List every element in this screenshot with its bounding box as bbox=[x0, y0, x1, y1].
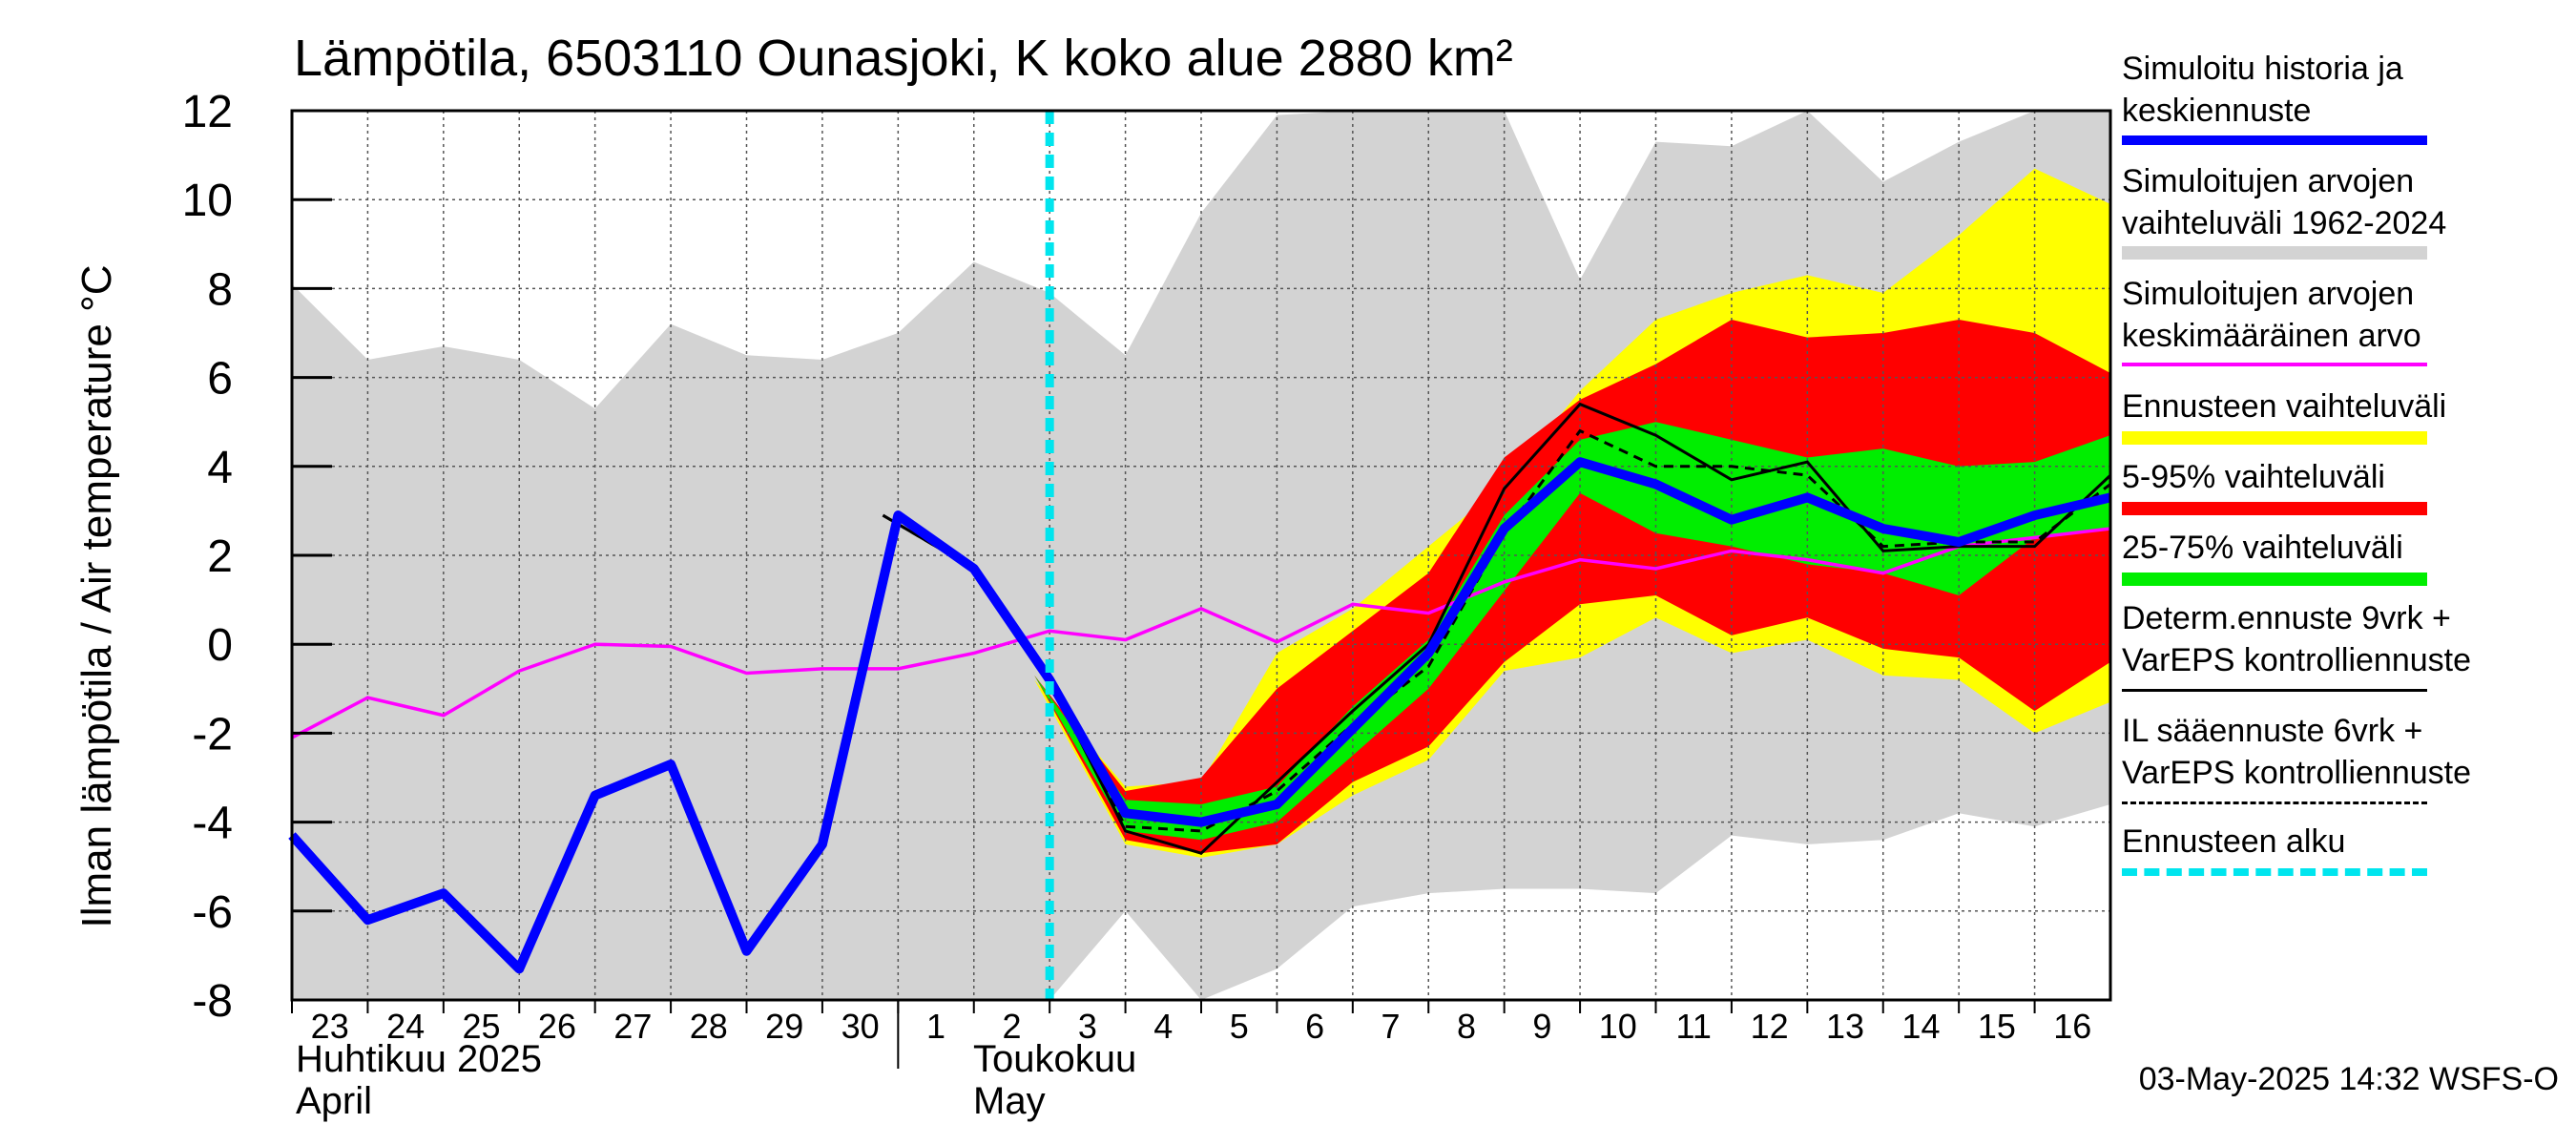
legend-label: vaihteluväli 1962-2024 bbox=[2122, 205, 2447, 241]
x-tick-label: 7 bbox=[1381, 1007, 1401, 1046]
x-tick-label: 14 bbox=[1901, 1007, 1940, 1046]
legend-label: Ennusteen vaihteluväli bbox=[2122, 388, 2447, 425]
y-tick-label: 12 bbox=[182, 87, 233, 137]
y-tick-label: -8 bbox=[192, 976, 233, 1027]
x-tick-label: 23 bbox=[311, 1007, 349, 1046]
legend-label: VarEPS kontrolliennuste bbox=[2122, 755, 2472, 791]
x-tick-label: 5 bbox=[1230, 1007, 1249, 1046]
x-tick-label: 3 bbox=[1078, 1007, 1097, 1046]
legend-item-5-95-range: 5-95% vaihteluväli bbox=[2122, 456, 2561, 515]
x-tick-label: 25 bbox=[463, 1007, 501, 1046]
legend-swatch bbox=[2122, 802, 2427, 804]
y-tick-label: -6 bbox=[192, 887, 233, 938]
x-tick-label: 30 bbox=[841, 1007, 880, 1046]
legend-item-deterministic-forecast: Determ.ennuste 9vrk + VarEPS kontrollien… bbox=[2122, 597, 2561, 692]
x-tick-label: 26 bbox=[538, 1007, 576, 1046]
percentile-5-95-band bbox=[1034, 320, 2110, 854]
chart-title: Lämpötila, 6503110 Ounasjoki, K koko alu… bbox=[294, 30, 1513, 87]
legend-label: IL sääennuste 6vrk + bbox=[2122, 713, 2423, 749]
y-tick-label: 2 bbox=[207, 531, 233, 582]
x-tick-label: 15 bbox=[1978, 1007, 2016, 1046]
legend-label: VarEPS kontrolliennuste bbox=[2122, 642, 2472, 678]
y-tick-label: 8 bbox=[207, 264, 233, 315]
x-tick-label: 13 bbox=[1826, 1007, 1864, 1046]
y-tick-label: 4 bbox=[207, 443, 233, 493]
y-tick-label: 10 bbox=[182, 176, 233, 226]
y-tick-label: -2 bbox=[192, 709, 233, 760]
x-tick-label: 8 bbox=[1457, 1007, 1476, 1046]
legend-label: Ennusteen alku bbox=[2122, 823, 2346, 860]
x-tick-label: 4 bbox=[1153, 1007, 1173, 1046]
legend-item-historical-range: Simuloitujen arvojen vaihteluväli 1962-2… bbox=[2122, 160, 2561, 260]
simulated-mean-line bbox=[291, 527, 2111, 739]
x-tick-label: 9 bbox=[1532, 1007, 1551, 1046]
legend-label: Simuloitujen arvojen bbox=[2122, 163, 2415, 199]
legend-label: keskimääräinen arvo bbox=[2122, 318, 2421, 354]
deterministic-forecast-line bbox=[882, 402, 2112, 855]
x-tick-label: 12 bbox=[1751, 1007, 1789, 1046]
legend-swatch bbox=[2122, 135, 2427, 145]
legend-item-forecast-range: Ennusteen vaihteluväli bbox=[2122, 385, 2561, 445]
y-tick-label: -4 bbox=[192, 799, 233, 849]
legend-item-forecast-start: Ennusteen alku bbox=[2122, 821, 2561, 876]
month-label-may-fi: Toukokuu bbox=[973, 1038, 1137, 1080]
legend-swatch bbox=[2122, 246, 2427, 260]
legend-swatch bbox=[2122, 431, 2427, 445]
legend-swatch bbox=[2122, 363, 2427, 366]
legend-item-25-75-range: 25-75% vaihteluväli bbox=[2122, 527, 2561, 586]
legend-label: Determ.ennuste 9vrk + bbox=[2122, 600, 2451, 636]
legend-swatch bbox=[2122, 689, 2427, 692]
month-label-april-fi: Huhtikuu 2025 bbox=[296, 1038, 542, 1080]
x-tick-label: 16 bbox=[2053, 1007, 2091, 1046]
x-tick-label: 29 bbox=[765, 1007, 803, 1046]
month-label-april-en: April bbox=[296, 1080, 373, 1122]
percentile-25-75-band bbox=[1034, 422, 2110, 841]
legend-item-simulated-mean: Simuloitujen arvojen keskimääräinen arvo bbox=[2122, 273, 2561, 366]
legend-label: keskiennuste bbox=[2122, 93, 2312, 129]
legend-item-il-weather-forecast: IL sääennuste 6vrk + VarEPS kontrollienn… bbox=[2122, 710, 2561, 804]
x-tick-label: 28 bbox=[690, 1007, 728, 1046]
legend-swatch bbox=[2122, 868, 2427, 876]
legend-label: 25-75% vaihteluväli bbox=[2122, 530, 2403, 566]
footer-timestamp: 03-May-2025 14:32 WSFS-O bbox=[2138, 1061, 2559, 1097]
legend-label: 5-95% vaihteluväli bbox=[2122, 459, 2385, 495]
x-tick-label: 6 bbox=[1305, 1007, 1324, 1046]
legend-label: Simuloitu historia ja bbox=[2122, 51, 2403, 87]
x-tick-label: 10 bbox=[1599, 1007, 1637, 1046]
y-axis-label: Ilman lämpötila / Air temperature °C bbox=[73, 264, 120, 928]
x-tick-label: 24 bbox=[386, 1007, 425, 1046]
legend-item-simulated-history: Simuloitu historia ja keskiennuste bbox=[2122, 48, 2561, 145]
y-tick-label: 6 bbox=[207, 354, 233, 405]
month-label-may-en: May bbox=[973, 1080, 1046, 1122]
chart-lines bbox=[288, 111, 2112, 1000]
x-tick-label: 11 bbox=[1676, 1007, 1712, 1046]
x-tick-label: 27 bbox=[613, 1007, 652, 1046]
simulated-history-median-line bbox=[288, 457, 2112, 974]
x-tick-label: 1 bbox=[926, 1007, 945, 1046]
legend-label: Simuloitujen arvojen bbox=[2122, 276, 2415, 312]
x-tick-label: 2 bbox=[1002, 1007, 1021, 1046]
legend-swatch bbox=[2122, 502, 2427, 515]
y-tick-label: 0 bbox=[207, 620, 233, 671]
legend-swatch bbox=[2122, 572, 2427, 586]
